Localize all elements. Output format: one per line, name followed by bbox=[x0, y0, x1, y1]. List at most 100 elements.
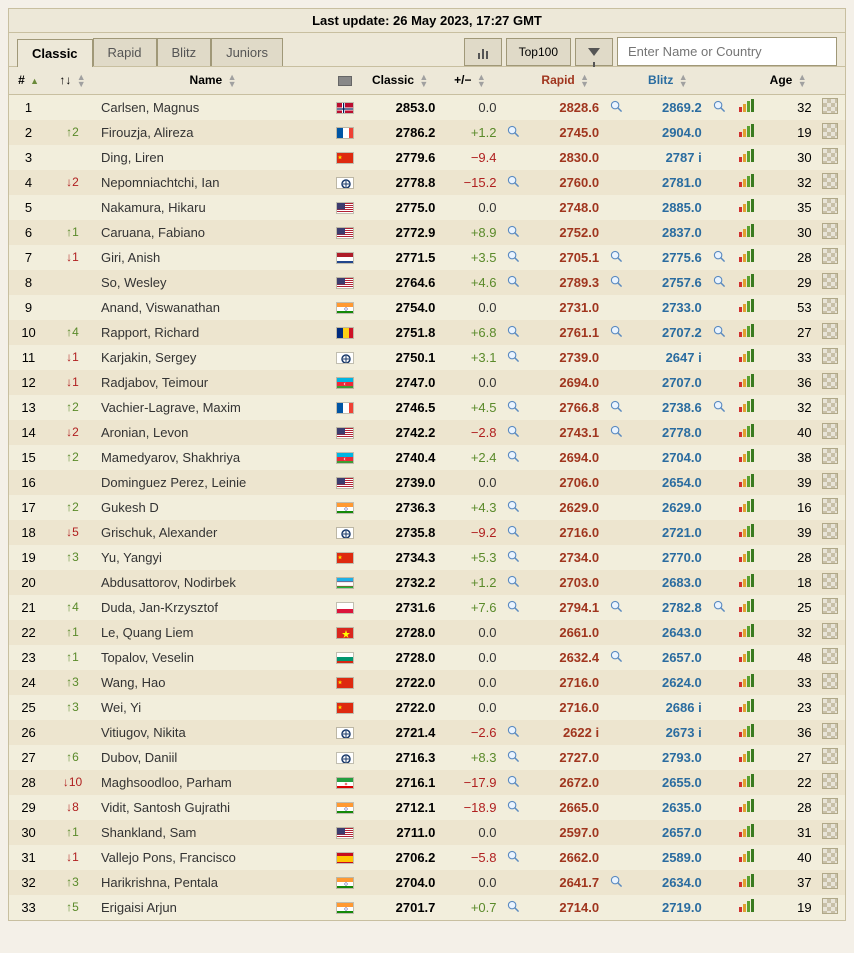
tab-rapid[interactable]: Rapid bbox=[93, 38, 157, 66]
magnifier-icon[interactable] bbox=[507, 524, 521, 538]
search-input[interactable] bbox=[617, 37, 837, 66]
magnifier-icon[interactable] bbox=[712, 274, 726, 288]
chart-icon[interactable] bbox=[739, 775, 754, 787]
chart-icon[interactable] bbox=[739, 500, 754, 512]
board-icon[interactable] bbox=[822, 623, 838, 639]
player-name[interactable]: Harikrishna, Pentala bbox=[97, 870, 329, 895]
chart-icon[interactable] bbox=[739, 875, 754, 887]
chart-icon[interactable] bbox=[739, 700, 754, 712]
player-name[interactable]: Nepomniachtchi, Ian bbox=[97, 170, 329, 195]
chart-icon[interactable] bbox=[739, 300, 754, 312]
chart-button[interactable] bbox=[464, 38, 502, 66]
player-name[interactable]: Anand, Viswanathan bbox=[97, 295, 329, 320]
board-icon[interactable] bbox=[822, 898, 838, 914]
magnifier-icon[interactable] bbox=[507, 749, 521, 763]
player-name[interactable]: Erigaisi Arjun bbox=[97, 895, 329, 920]
magnifier-icon[interactable] bbox=[610, 99, 624, 113]
player-name[interactable]: Maghsoodloo, Parham bbox=[97, 770, 329, 795]
player-name[interactable]: Topalov, Veselin bbox=[97, 645, 329, 670]
player-name[interactable]: Carlsen, Magnus bbox=[97, 94, 329, 120]
board-icon[interactable] bbox=[822, 823, 838, 839]
player-name[interactable]: Firouzja, Alireza bbox=[97, 120, 329, 145]
chart-icon[interactable] bbox=[739, 525, 754, 537]
chart-icon[interactable] bbox=[739, 625, 754, 637]
chart-icon[interactable] bbox=[739, 550, 754, 562]
board-icon[interactable] bbox=[822, 148, 838, 164]
col-blitz[interactable]: Blitz ▲▼ bbox=[630, 67, 706, 95]
magnifier-icon[interactable] bbox=[507, 124, 521, 138]
chart-icon[interactable] bbox=[739, 175, 754, 187]
board-icon[interactable] bbox=[822, 873, 838, 889]
chart-icon[interactable] bbox=[739, 650, 754, 662]
chart-icon[interactable] bbox=[739, 425, 754, 437]
chart-icon[interactable] bbox=[739, 900, 754, 912]
magnifier-icon[interactable] bbox=[507, 599, 521, 613]
chart-icon[interactable] bbox=[739, 375, 754, 387]
player-name[interactable]: Karjakin, Sergey bbox=[97, 345, 329, 370]
magnifier-icon[interactable] bbox=[712, 249, 726, 263]
board-icon[interactable] bbox=[822, 673, 838, 689]
chart-icon[interactable] bbox=[739, 750, 754, 762]
player-name[interactable]: Giri, Anish bbox=[97, 245, 329, 270]
chart-icon[interactable] bbox=[739, 475, 754, 487]
magnifier-icon[interactable] bbox=[610, 649, 624, 663]
player-name[interactable]: Caruana, Fabiano bbox=[97, 220, 329, 245]
magnifier-icon[interactable] bbox=[507, 574, 521, 588]
chart-icon[interactable] bbox=[739, 400, 754, 412]
magnifier-icon[interactable] bbox=[712, 99, 726, 113]
board-icon[interactable] bbox=[822, 498, 838, 514]
board-icon[interactable] bbox=[822, 798, 838, 814]
magnifier-icon[interactable] bbox=[507, 349, 521, 363]
chart-icon[interactable] bbox=[739, 250, 754, 262]
board-icon[interactable] bbox=[822, 548, 838, 564]
board-icon[interactable] bbox=[822, 123, 838, 139]
board-icon[interactable] bbox=[822, 448, 838, 464]
board-icon[interactable] bbox=[822, 398, 838, 414]
chart-icon[interactable] bbox=[739, 150, 754, 162]
magnifier-icon[interactable] bbox=[507, 324, 521, 338]
player-name[interactable]: So, Wesley bbox=[97, 270, 329, 295]
magnifier-icon[interactable] bbox=[610, 274, 624, 288]
board-icon[interactable] bbox=[822, 298, 838, 314]
top100-button[interactable]: Top100 bbox=[506, 38, 571, 66]
board-icon[interactable] bbox=[822, 273, 838, 289]
board-icon[interactable] bbox=[822, 98, 838, 114]
chart-icon[interactable] bbox=[739, 575, 754, 587]
board-icon[interactable] bbox=[822, 573, 838, 589]
magnifier-icon[interactable] bbox=[610, 599, 624, 613]
magnifier-icon[interactable] bbox=[507, 249, 521, 263]
chart-icon[interactable] bbox=[739, 325, 754, 337]
magnifier-icon[interactable] bbox=[507, 499, 521, 513]
chart-icon[interactable] bbox=[739, 825, 754, 837]
board-icon[interactable] bbox=[822, 248, 838, 264]
player-name[interactable]: Aronian, Levon bbox=[97, 420, 329, 445]
magnifier-icon[interactable] bbox=[507, 449, 521, 463]
board-icon[interactable] bbox=[822, 698, 838, 714]
player-name[interactable]: Vachier-Lagrave, Maxim bbox=[97, 395, 329, 420]
board-icon[interactable] bbox=[822, 423, 838, 439]
board-icon[interactable] bbox=[822, 648, 838, 664]
chart-icon[interactable] bbox=[739, 450, 754, 462]
player-name[interactable]: Le, Quang Liem bbox=[97, 620, 329, 645]
player-name[interactable]: Wang, Hao bbox=[97, 670, 329, 695]
col-name[interactable]: Name ▲▼ bbox=[97, 67, 329, 95]
player-name[interactable]: Radjabov, Teimour bbox=[97, 370, 329, 395]
chart-icon[interactable] bbox=[739, 125, 754, 137]
player-name[interactable]: Dominguez Perez, Leinie bbox=[97, 470, 329, 495]
chart-icon[interactable] bbox=[739, 600, 754, 612]
magnifier-icon[interactable] bbox=[507, 549, 521, 563]
chart-icon[interactable] bbox=[739, 725, 754, 737]
board-icon[interactable] bbox=[822, 473, 838, 489]
col-flag[interactable] bbox=[329, 67, 361, 95]
chart-icon[interactable] bbox=[739, 800, 754, 812]
board-icon[interactable] bbox=[822, 173, 838, 189]
board-icon[interactable] bbox=[822, 373, 838, 389]
magnifier-icon[interactable] bbox=[507, 274, 521, 288]
player-name[interactable]: Abdusattorov, Nodirbek bbox=[97, 570, 329, 595]
board-icon[interactable] bbox=[822, 323, 838, 339]
chart-icon[interactable] bbox=[739, 225, 754, 237]
col-age[interactable]: Age ▲▼ bbox=[761, 67, 816, 95]
board-icon[interactable] bbox=[822, 773, 838, 789]
board-icon[interactable] bbox=[822, 198, 838, 214]
chart-icon[interactable] bbox=[739, 275, 754, 287]
